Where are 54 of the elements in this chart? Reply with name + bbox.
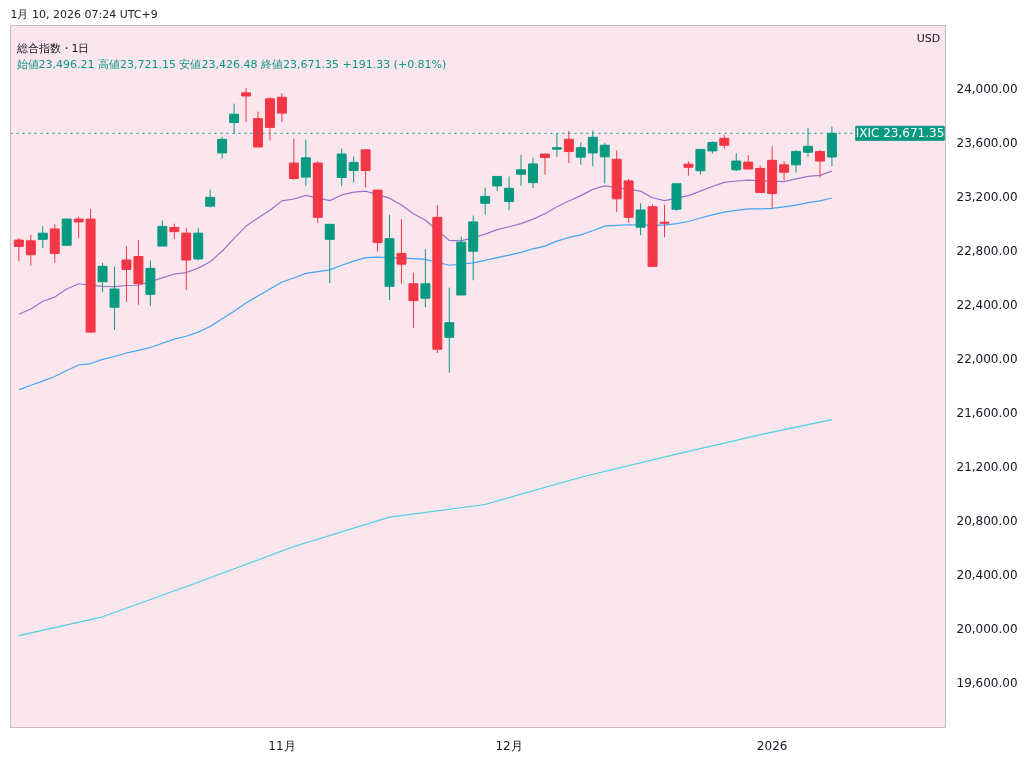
candlestick: [444, 287, 455, 374]
candlestick: [336, 147, 347, 187]
y-tick-label: 19,600.00: [956, 676, 1018, 691]
candlestick: [13, 237, 24, 262]
y-tick-label: 24,000.00: [956, 82, 1018, 97]
candlestick: [563, 130, 574, 164]
candlestick: [396, 218, 407, 285]
candlestick: [109, 266, 120, 331]
candlestick: [157, 219, 168, 247]
text: 始値23,496.21 高値23,721.15 安値23,426.48 終値23,671.35 +191.33 (+0.81%): [16, 57, 447, 71]
text: USD: [916, 31, 941, 45]
y-tick-label: 23,200.00: [956, 190, 1018, 205]
text: 1月 10, 2026 07:24 UTC+9: [10, 7, 158, 21]
line-series: [18, 418, 833, 637]
y-tick-label: 20,000.00: [956, 622, 1018, 637]
y-tick-label: 21,200.00: [956, 460, 1018, 475]
y-tick-label: 22,800.00: [956, 244, 1018, 259]
ref-line-label: IXIC 23,671.35: [855, 126, 945, 141]
candlestick: [516, 154, 527, 187]
candlestick: [324, 223, 335, 284]
candlestick: [504, 175, 515, 211]
candlestick: [97, 262, 108, 293]
y-tick-label: 22,400.00: [956, 298, 1018, 313]
candlestick: [300, 139, 311, 187]
candlestick: [25, 234, 36, 267]
candlestick: [217, 136, 228, 160]
candlestick: [779, 160, 790, 181]
candlestick: [241, 87, 252, 123]
candlestick: [814, 149, 825, 179]
candlestick: [37, 225, 48, 249]
candlestick: [635, 202, 646, 236]
candlestick: [408, 272, 419, 329]
candlestick: [575, 141, 586, 166]
y-tick-label: 21,600.00: [956, 406, 1018, 421]
candlestick: [480, 187, 491, 215]
candlestick: [528, 157, 538, 189]
candlestick: [288, 138, 299, 181]
candlestick: [348, 155, 359, 183]
candlestick: [539, 153, 550, 176]
y-tick-label: 22,000.00: [956, 352, 1018, 367]
x-tick-label: 12月: [495, 738, 523, 753]
candlestick: [420, 248, 431, 308]
y-tick-label: 23,600.00: [956, 136, 1018, 151]
line-series: [18, 170, 833, 315]
candlestick: [599, 142, 610, 184]
y-tick-label: 20,800.00: [956, 514, 1018, 529]
candlestick: [791, 149, 802, 174]
line-series: [18, 197, 833, 391]
x-tick-label: 2026: [756, 738, 788, 753]
text: 総合指数・1日: [15, 41, 90, 55]
y-tick-label: 20,400.00: [956, 568, 1018, 583]
candlestick: [360, 149, 371, 189]
candlestick: [276, 92, 287, 123]
x-tick-label: 11月: [268, 738, 296, 753]
